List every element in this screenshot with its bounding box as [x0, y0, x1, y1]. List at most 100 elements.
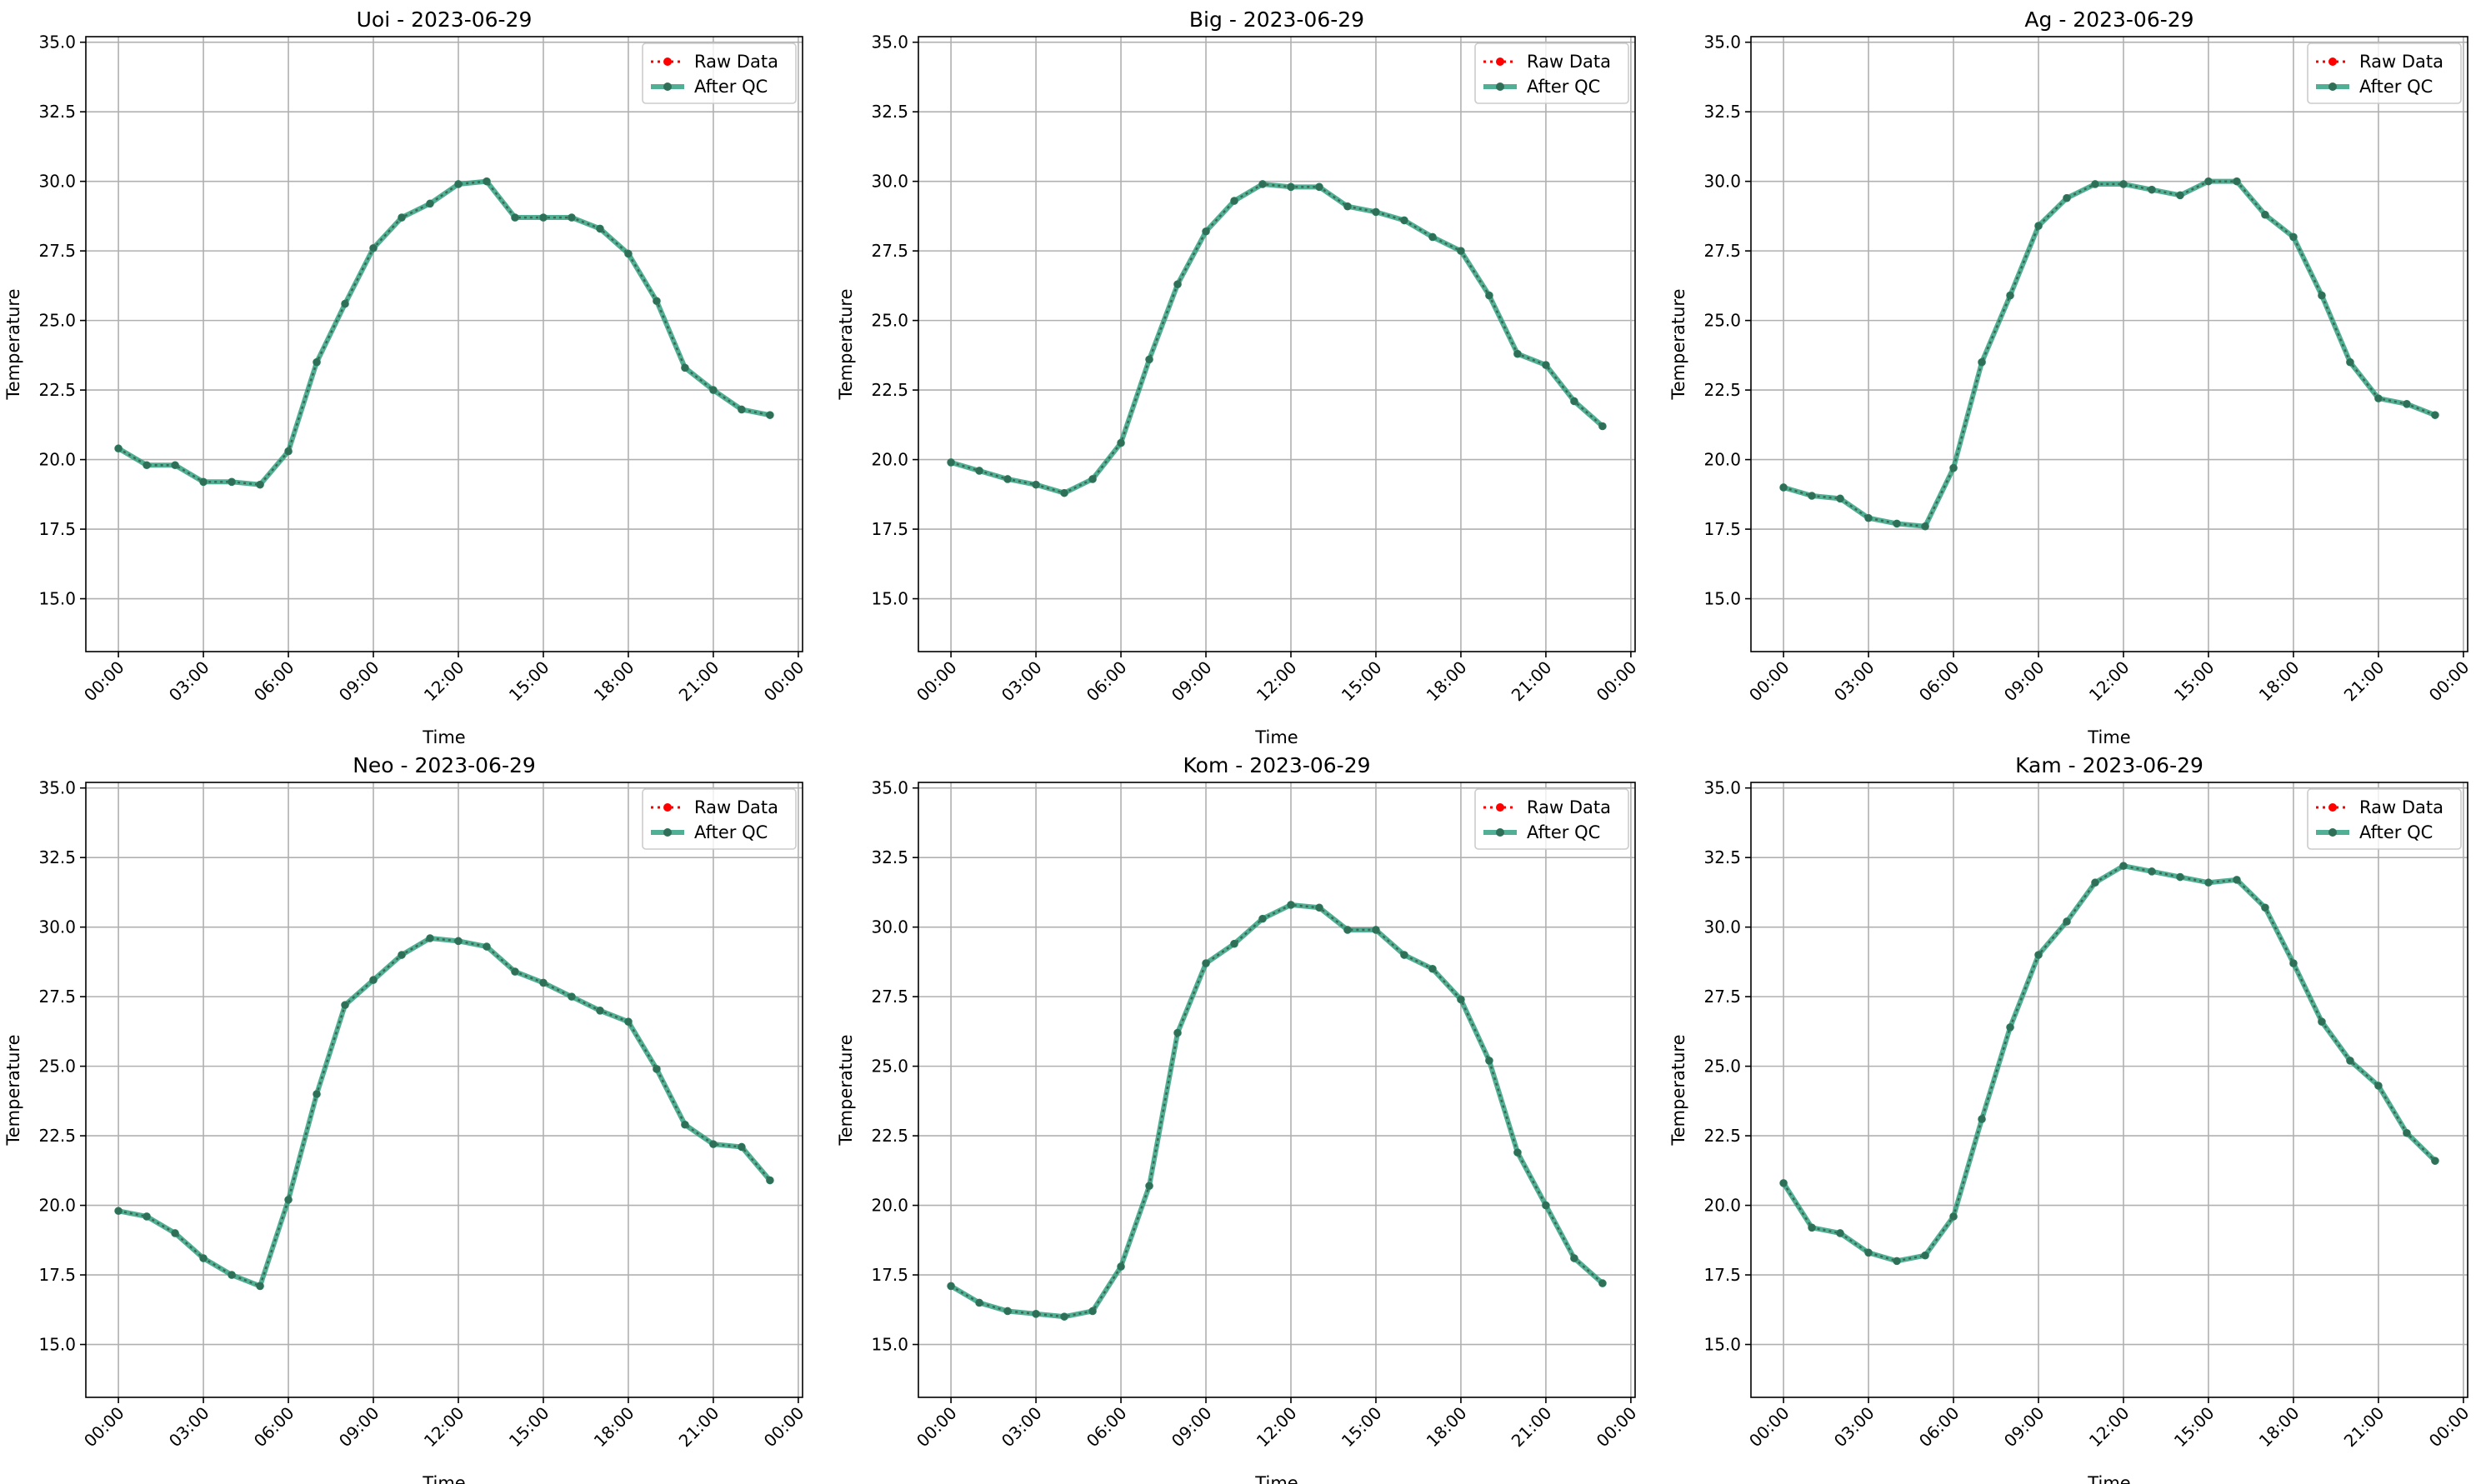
y-tick-label: 17.5 [38, 519, 76, 539]
x-tick-label: 00:00 [2425, 657, 2473, 706]
x-tick-label: 00:00 [913, 1403, 961, 1452]
series-line-after-qc [1781, 863, 2438, 1264]
y-tick-label: 20.0 [1703, 450, 1741, 470]
y-tick-label: 32.5 [871, 102, 908, 122]
legend-marker-raw-data [2328, 803, 2337, 812]
data-point [1542, 1201, 1550, 1210]
data-point [1117, 1262, 1125, 1271]
y-tick-label: 20.0 [871, 1196, 908, 1216]
data-point [738, 405, 746, 414]
x-tick-label: 15:00 [2170, 1403, 2218, 1452]
x-tick-label: 15:00 [1338, 1403, 1386, 1452]
data-point [1287, 182, 1295, 192]
data-point [483, 177, 491, 186]
y-tick-label: 15.0 [1703, 1335, 1741, 1355]
y-axis-label: Temperature [1668, 1034, 1688, 1146]
data-point [2318, 291, 2326, 300]
data-point [426, 934, 434, 942]
legend: Raw Data After QC [2307, 788, 2462, 850]
legend: Raw Data After QC [1474, 42, 1629, 104]
y-tick-label: 22.5 [38, 380, 76, 400]
data-point [2374, 1082, 2383, 1090]
x-tick-label: 21:00 [675, 1403, 723, 1452]
x-tick-label: 00:00 [1745, 1403, 1793, 1452]
y-tick-label: 32.5 [1703, 102, 1741, 122]
legend-marker-after-qc [2328, 828, 2337, 837]
y-tick-label: 32.5 [38, 102, 76, 122]
data-point [284, 1196, 293, 1204]
legend-label-raw-data: Raw Data [694, 52, 778, 72]
x-tick-label: 06:00 [1915, 657, 1963, 706]
x-tick-label: 12:00 [1253, 1403, 1301, 1452]
y-tick-label: 32.5 [38, 847, 76, 867]
series-line-after-qc [948, 181, 1605, 496]
data-point [369, 243, 378, 252]
chart-panel-6: 15.0 17.5 20.0 22.5 25.0 27.5 30.0 32.5 35.0 00:0… [1668, 753, 2473, 1484]
y-tick-label: 20.0 [38, 450, 76, 470]
x-tick-label: 03:00 [998, 657, 1046, 706]
data-point [1145, 355, 1153, 364]
data-point [2346, 357, 2354, 367]
data-point [681, 1120, 689, 1129]
y-tick-label: 20.0 [38, 1196, 76, 1216]
data-point [1949, 463, 1958, 472]
x-tick-label: 06:00 [250, 1403, 298, 1452]
data-point [256, 480, 264, 489]
x-tick-label: 21:00 [2340, 657, 2388, 706]
x-tick-label: 15:00 [2170, 657, 2218, 706]
data-point [1032, 1310, 1040, 1318]
data-point [1570, 1254, 1578, 1262]
x-tick-label: 09:00 [2000, 657, 2048, 706]
data-point [2261, 210, 2269, 219]
x-tick-label: 06:00 [1083, 657, 1131, 706]
x-tick-label: 09:00 [1168, 657, 1216, 706]
x-tick-label: 00:00 [1593, 657, 1641, 706]
data-point [738, 1142, 746, 1152]
y-tick-label: 25.0 [38, 1057, 76, 1077]
data-point [1372, 926, 1380, 934]
data-point [483, 942, 491, 951]
data-point [1864, 1248, 1873, 1257]
legend-label-after-qc: After QC [1527, 822, 1600, 842]
x-tick-label: 03:00 [1830, 657, 1878, 706]
x-tick-label: 00:00 [2425, 1403, 2473, 1452]
legend-label-after-qc: After QC [694, 77, 768, 97]
x-tick-label: 21:00 [1508, 1403, 1556, 1452]
data-point [143, 461, 151, 470]
data-point [2204, 878, 2213, 887]
legend-label-after-qc: After QC [2359, 822, 2433, 842]
x-tick-label: 03:00 [165, 1403, 213, 1452]
data-point [1864, 513, 1873, 522]
series-line-raw-data [118, 937, 771, 1287]
data-point [2148, 867, 2156, 876]
data-point [199, 477, 208, 487]
x-tick-label: 00:00 [760, 1403, 808, 1452]
x-axis-label: Time [1254, 727, 1298, 747]
data-point [1287, 901, 1295, 909]
chart-title: Big - 2023-06-29 [1189, 7, 1364, 32]
y-tick-label: 17.5 [1703, 1265, 1741, 1285]
data-point [1258, 180, 1267, 188]
data-point [1343, 202, 1352, 211]
y-tick-label: 35.0 [38, 778, 76, 798]
legend-marker-after-qc [663, 82, 672, 91]
x-tick-label: 15:00 [505, 1403, 553, 1452]
y-tick-label: 32.5 [871, 847, 908, 867]
x-axis-label: Time [2087, 1473, 2130, 1484]
y-tick-label: 27.5 [38, 241, 76, 261]
y-tick-label: 30.0 [871, 917, 908, 937]
data-point [1145, 1182, 1153, 1191]
data-point [1372, 207, 1380, 217]
x-tick-label: 12:00 [420, 1403, 468, 1452]
data-point [341, 1001, 349, 1009]
x-tick-label: 15:00 [1338, 657, 1386, 706]
series-line-after-qc [116, 178, 773, 487]
x-tick-label: 12:00 [2085, 1403, 2133, 1452]
data-point [1808, 1223, 1816, 1232]
data-point [709, 1140, 718, 1148]
data-point [1315, 903, 1323, 912]
y-tick-label: 27.5 [871, 987, 908, 1007]
x-tick-label: 21:00 [1508, 657, 1556, 706]
y-axis-label: Temperature [836, 288, 856, 400]
data-point [313, 357, 321, 367]
